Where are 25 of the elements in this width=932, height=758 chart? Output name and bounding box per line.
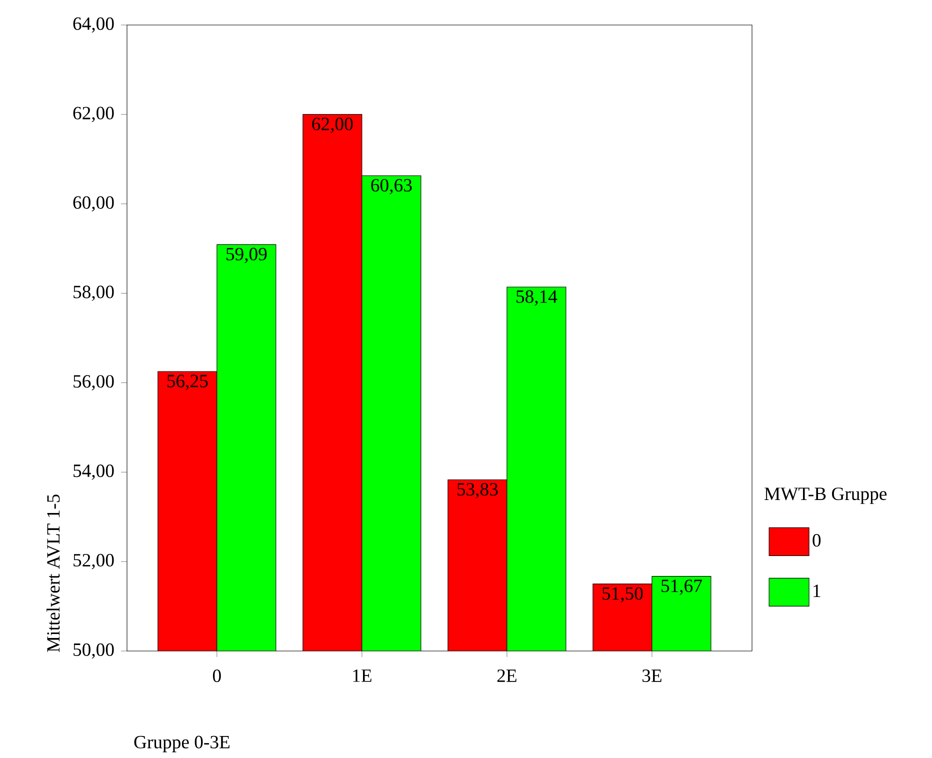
y-tick-label: 56,00 — [74, 375, 114, 390]
data-label: 62,00 — [312, 118, 353, 133]
y-tick-label: 60,00 — [73, 196, 114, 212]
y-tick-label: 50,00 — [74, 643, 114, 659]
y-tick-label: 52,00 — [74, 554, 114, 570]
data-label: 51,50 — [602, 587, 643, 602]
data-label: 59,09 — [226, 248, 267, 264]
x-tick-label: 2E — [497, 669, 516, 682]
data-label: 51,67 — [662, 580, 702, 595]
y-tick-label: 54,00 — [74, 464, 114, 480]
data-label: 60,63 — [371, 178, 412, 194]
y-tick-label: 62,00 — [73, 106, 114, 122]
legend-label: 1 — [814, 584, 820, 597]
x-tick-label: 3E — [642, 669, 662, 682]
y-tick-label: 58,00 — [74, 286, 114, 301]
x-tick-label: 0 — [212, 669, 221, 682]
y-tick-label: 64,00 — [73, 17, 114, 33]
data-label: 58,14 — [516, 290, 558, 306]
x-tick-label: 1E — [353, 669, 372, 682]
data-label: 53,83 — [458, 483, 498, 498]
legend-label: 0 — [812, 534, 821, 547]
y-axis-title: Mittelwert AVLT 1-5 — [46, 494, 60, 652]
legend-title: MWT-B Gruppe — [764, 488, 887, 504]
x-axis-title: Gruppe 0-3E — [134, 736, 230, 752]
data-label: 56,25 — [167, 374, 208, 390]
